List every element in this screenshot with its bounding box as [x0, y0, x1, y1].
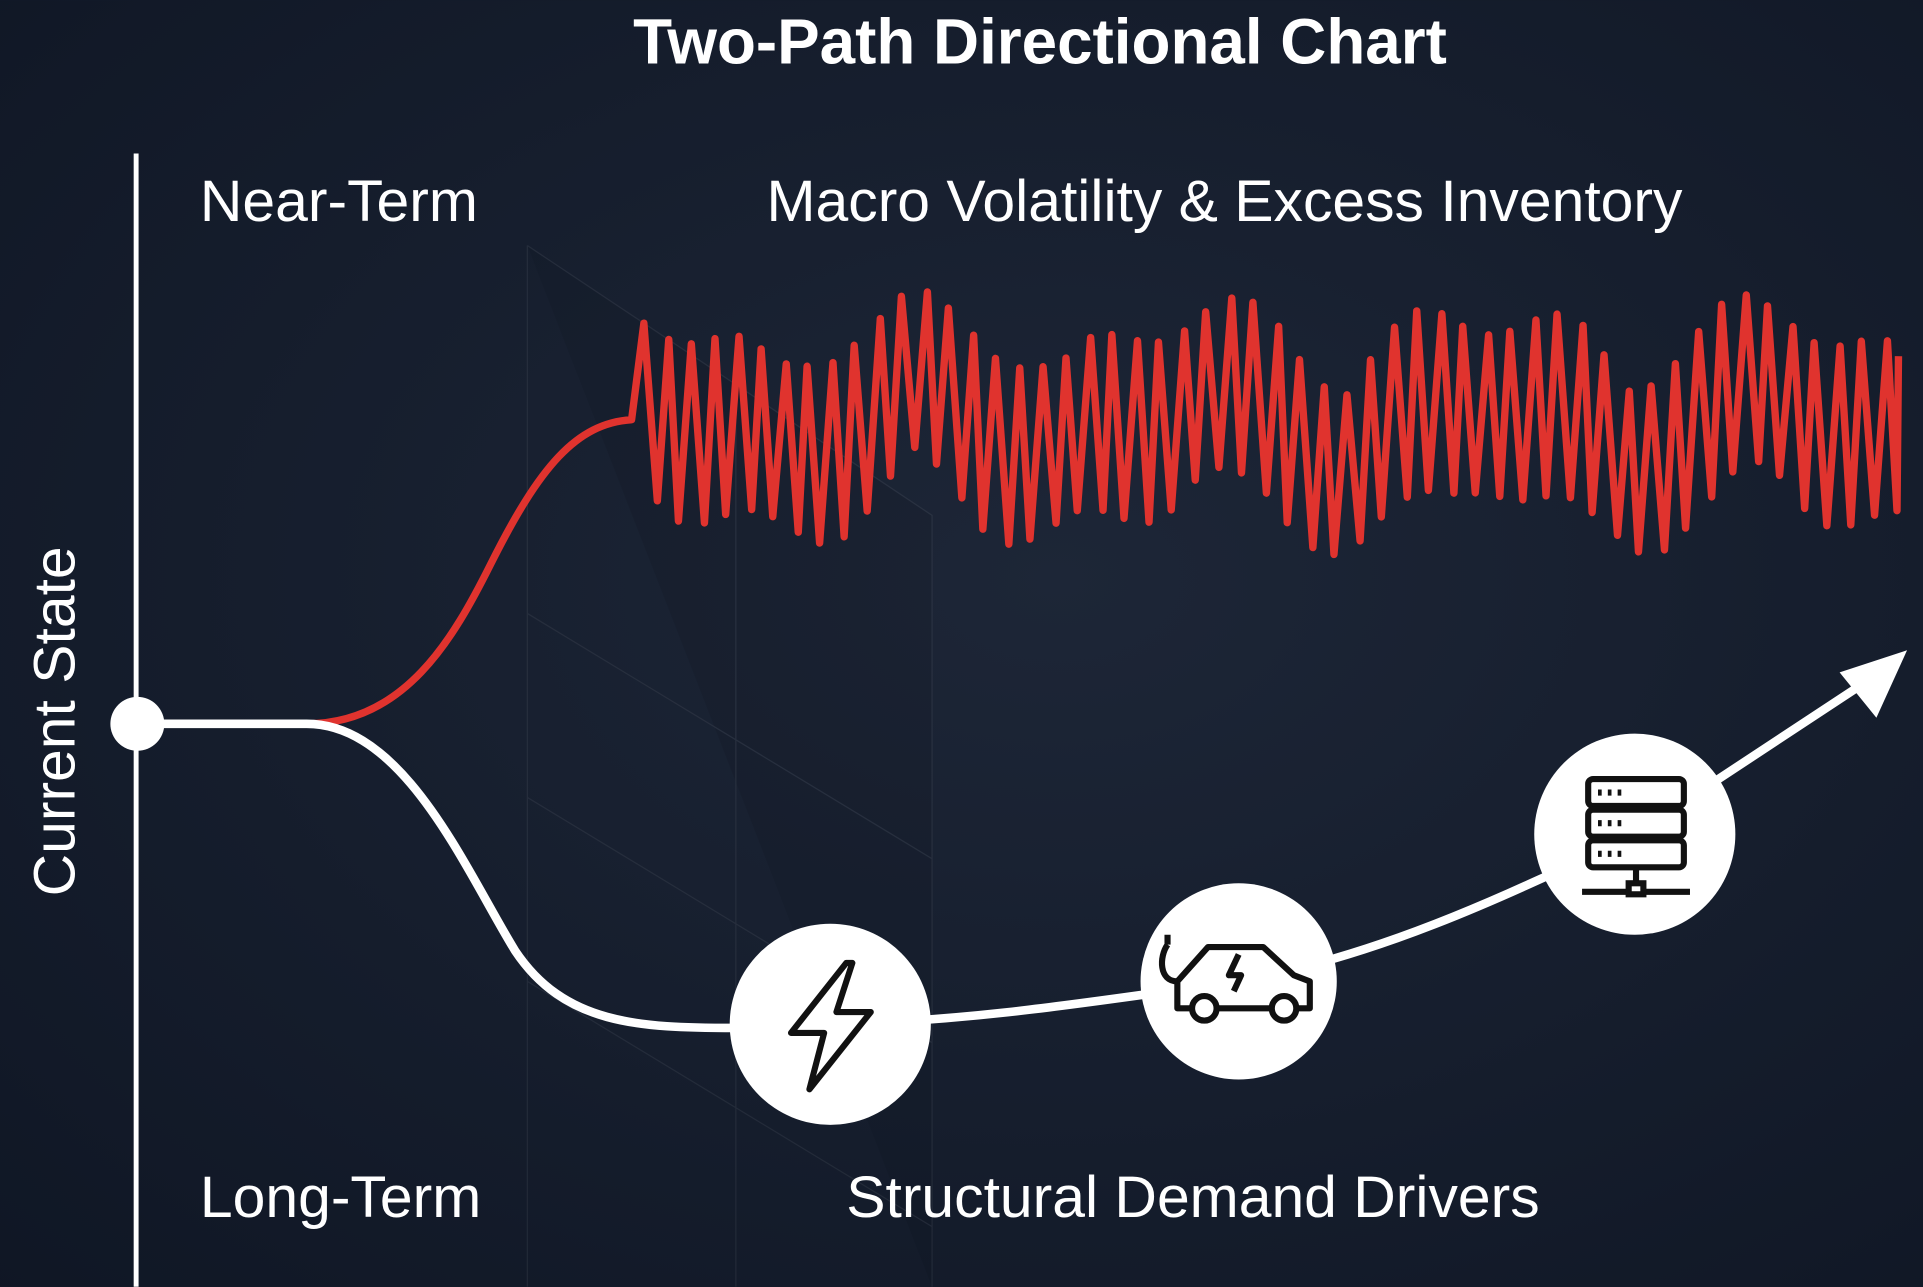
energy-icon [729, 923, 931, 1125]
title: Two-Path Directional Chart [633, 6, 1447, 78]
volatile-path [137, 288, 1903, 728]
long-term-caption: Structural Demand Drivers [846, 1165, 1539, 1230]
ev-icon [1140, 883, 1337, 1080]
axis-label: Current State [22, 546, 87, 896]
near-term-label: Near-Term [200, 169, 478, 234]
server-icon [1534, 733, 1736, 935]
start-node [110, 696, 165, 751]
arrow-head [1839, 650, 1908, 718]
long-term-label: Long-Term [200, 1165, 481, 1230]
near-term-caption: Macro Volatility & Excess Inventory [767, 169, 1684, 234]
